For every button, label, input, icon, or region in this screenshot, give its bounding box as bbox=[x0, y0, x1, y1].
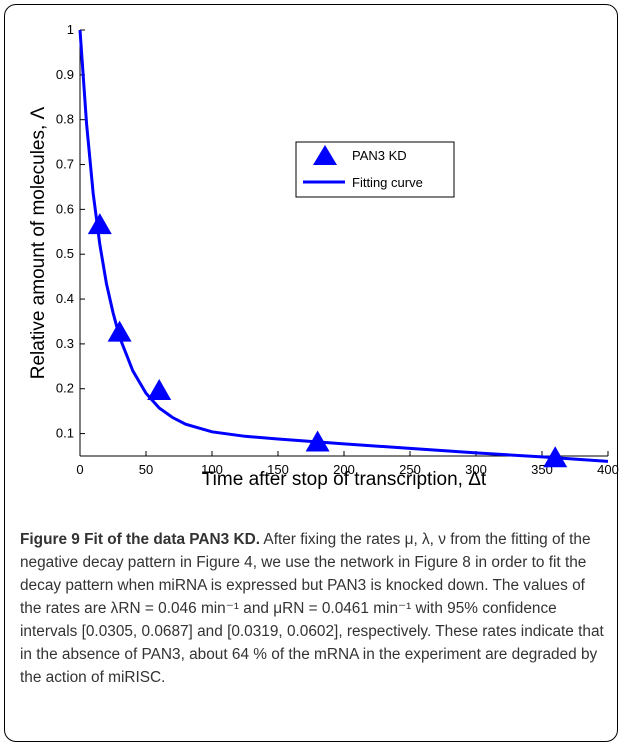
caption-title: Figure 9 Fit of the data PAN3 KD. bbox=[20, 531, 260, 548]
chart: 0 50 100 150 200 250 300 350 400 0.10.20.30.40.5… bbox=[0, 0, 624, 520]
pan3-kd-markers bbox=[88, 213, 567, 467]
y-tick-label: 0.9 bbox=[56, 67, 74, 82]
x-tick-label: 400 bbox=[597, 462, 619, 477]
legend-label-pan3-kd: PAN3 KD bbox=[352, 148, 407, 163]
y-tick-label: 0.2 bbox=[56, 381, 74, 396]
y-tick-label: 1 bbox=[67, 22, 74, 37]
y-tick-label: 0.3 bbox=[56, 336, 74, 351]
data-point-marker bbox=[88, 213, 112, 234]
x-axis-label: Time after stop of transcription, Δt bbox=[202, 469, 487, 490]
caption-text: After fixing the rates μ, λ, ν from the … bbox=[20, 531, 604, 686]
figure-caption: Figure 9 Fit of the data PAN3 KD. After … bbox=[20, 528, 608, 689]
y-tick-label: 0.6 bbox=[56, 201, 74, 216]
legend: PAN3 KD Fitting curve bbox=[296, 142, 454, 197]
y-tick-label: 0.8 bbox=[56, 112, 74, 127]
y-tick-label: 0.1 bbox=[56, 426, 74, 441]
data-point-marker bbox=[147, 379, 171, 400]
y-tick-label: 0.7 bbox=[56, 157, 74, 172]
data-point-marker bbox=[108, 321, 132, 342]
legend-label-fitting-curve: Fitting curve bbox=[352, 175, 423, 190]
y-tick-label: 0.4 bbox=[56, 291, 74, 306]
y-ticks: 0.1 0.2 0.3 0.4 0.5 0.6 0.7 0.8 0.9 1 bbox=[56, 22, 85, 441]
x-tick-label: 50 bbox=[139, 462, 153, 477]
y-tick-label: 0.5 bbox=[56, 246, 74, 261]
x-tick-label: 0 bbox=[76, 462, 83, 477]
y-axis-label: Relative amount of molecules, Λ bbox=[28, 106, 49, 379]
